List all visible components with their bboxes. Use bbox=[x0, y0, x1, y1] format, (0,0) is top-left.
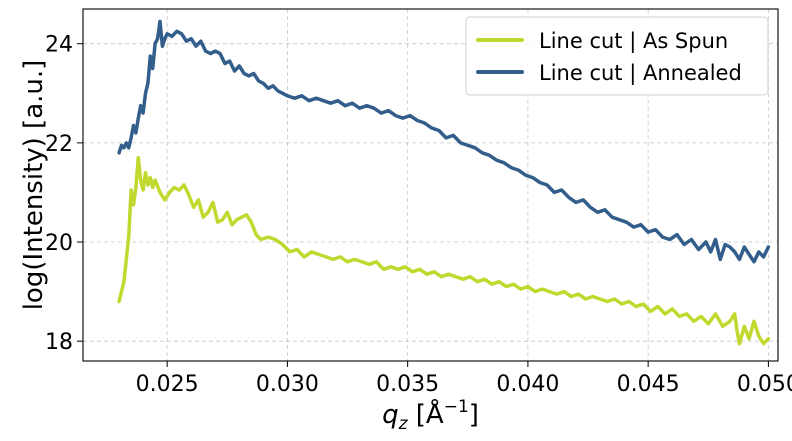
y-axis-label: log(Intensity) [a.u.] bbox=[19, 60, 49, 311]
x-tick-label: 0.040 bbox=[496, 372, 559, 397]
x-tick-label: 0.050 bbox=[737, 372, 792, 397]
y-tick-label: 22 bbox=[45, 132, 73, 157]
x-tick-label: 0.025 bbox=[136, 372, 199, 397]
legend: Line cut | As Spun Line cut | Annealed bbox=[465, 16, 769, 96]
x-tick-label: 0.030 bbox=[256, 372, 319, 397]
series-lines bbox=[117, 19, 771, 346]
legend-label-as-spun: Line cut | As Spun bbox=[539, 29, 728, 54]
series-line-annealed bbox=[117, 19, 771, 264]
x-ticks: 0.025 0.030 0.035 0.040 0.045 0.050 bbox=[136, 361, 792, 397]
x-tick-label: 0.035 bbox=[376, 372, 439, 397]
plot-frame bbox=[82, 8, 779, 362]
series-line-as-spun bbox=[117, 155, 771, 346]
y-tick-label: 18 bbox=[45, 330, 73, 355]
legend-box bbox=[465, 16, 769, 96]
y-ticks: 18 20 22 24 bbox=[45, 33, 83, 355]
y-tick-label: 20 bbox=[45, 231, 73, 256]
x-axis-label: qz [Å−1] bbox=[382, 397, 479, 434]
y-tick-label: 24 bbox=[45, 33, 73, 58]
legend-label-annealed: Line cut | Annealed bbox=[539, 61, 742, 86]
x-tick-label: 0.045 bbox=[617, 372, 680, 397]
